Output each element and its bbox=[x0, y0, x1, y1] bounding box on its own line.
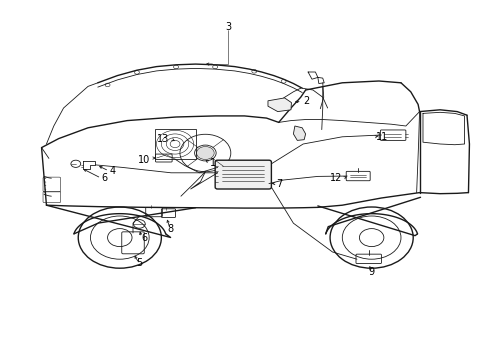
Circle shape bbox=[196, 147, 214, 159]
Text: 6: 6 bbox=[102, 173, 108, 183]
Text: 8: 8 bbox=[167, 224, 173, 234]
Text: 10: 10 bbox=[138, 155, 150, 165]
Text: 2: 2 bbox=[303, 96, 309, 106]
Text: 3: 3 bbox=[225, 22, 231, 32]
Text: 6: 6 bbox=[142, 233, 148, 243]
Polygon shape bbox=[293, 126, 305, 140]
FancyBboxPatch shape bbox=[215, 160, 271, 189]
Text: 5: 5 bbox=[136, 258, 142, 268]
Text: 11: 11 bbox=[375, 132, 387, 142]
Text: 7: 7 bbox=[276, 179, 282, 189]
Text: 4: 4 bbox=[110, 166, 116, 176]
Text: 9: 9 bbox=[368, 267, 374, 277]
Polygon shape bbox=[267, 98, 291, 112]
Text: 13: 13 bbox=[156, 134, 168, 144]
Text: 1: 1 bbox=[210, 158, 216, 168]
Text: 12: 12 bbox=[329, 173, 342, 183]
